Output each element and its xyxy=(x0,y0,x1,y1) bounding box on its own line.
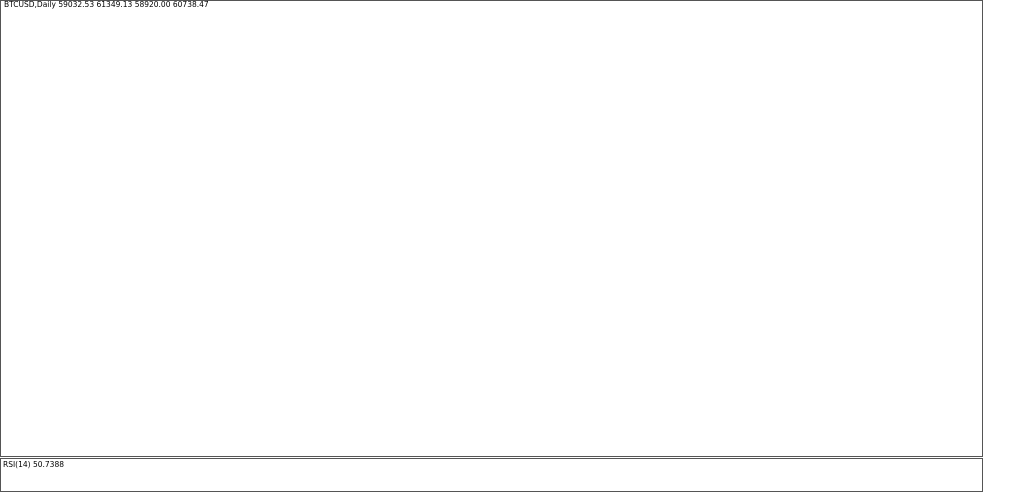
header: BTCUSD,Daily 59032.53 61349.13 58920.00 … xyxy=(4,0,209,9)
header-open: 59032.53 xyxy=(58,0,94,9)
rsi-name: RSI(14) xyxy=(3,460,31,469)
header-high: 61349.13 xyxy=(97,0,133,9)
header-symbol: BTCUSD,Daily xyxy=(4,0,56,9)
main-panel xyxy=(0,0,983,457)
rsi-label: RSI(14) 50.7388 xyxy=(3,460,64,469)
rsi-last: 50.7388 xyxy=(33,460,64,469)
rsi-panel xyxy=(0,458,983,492)
header-low: 58920.00 xyxy=(135,0,171,9)
header-close: 60738.47 xyxy=(173,0,209,9)
